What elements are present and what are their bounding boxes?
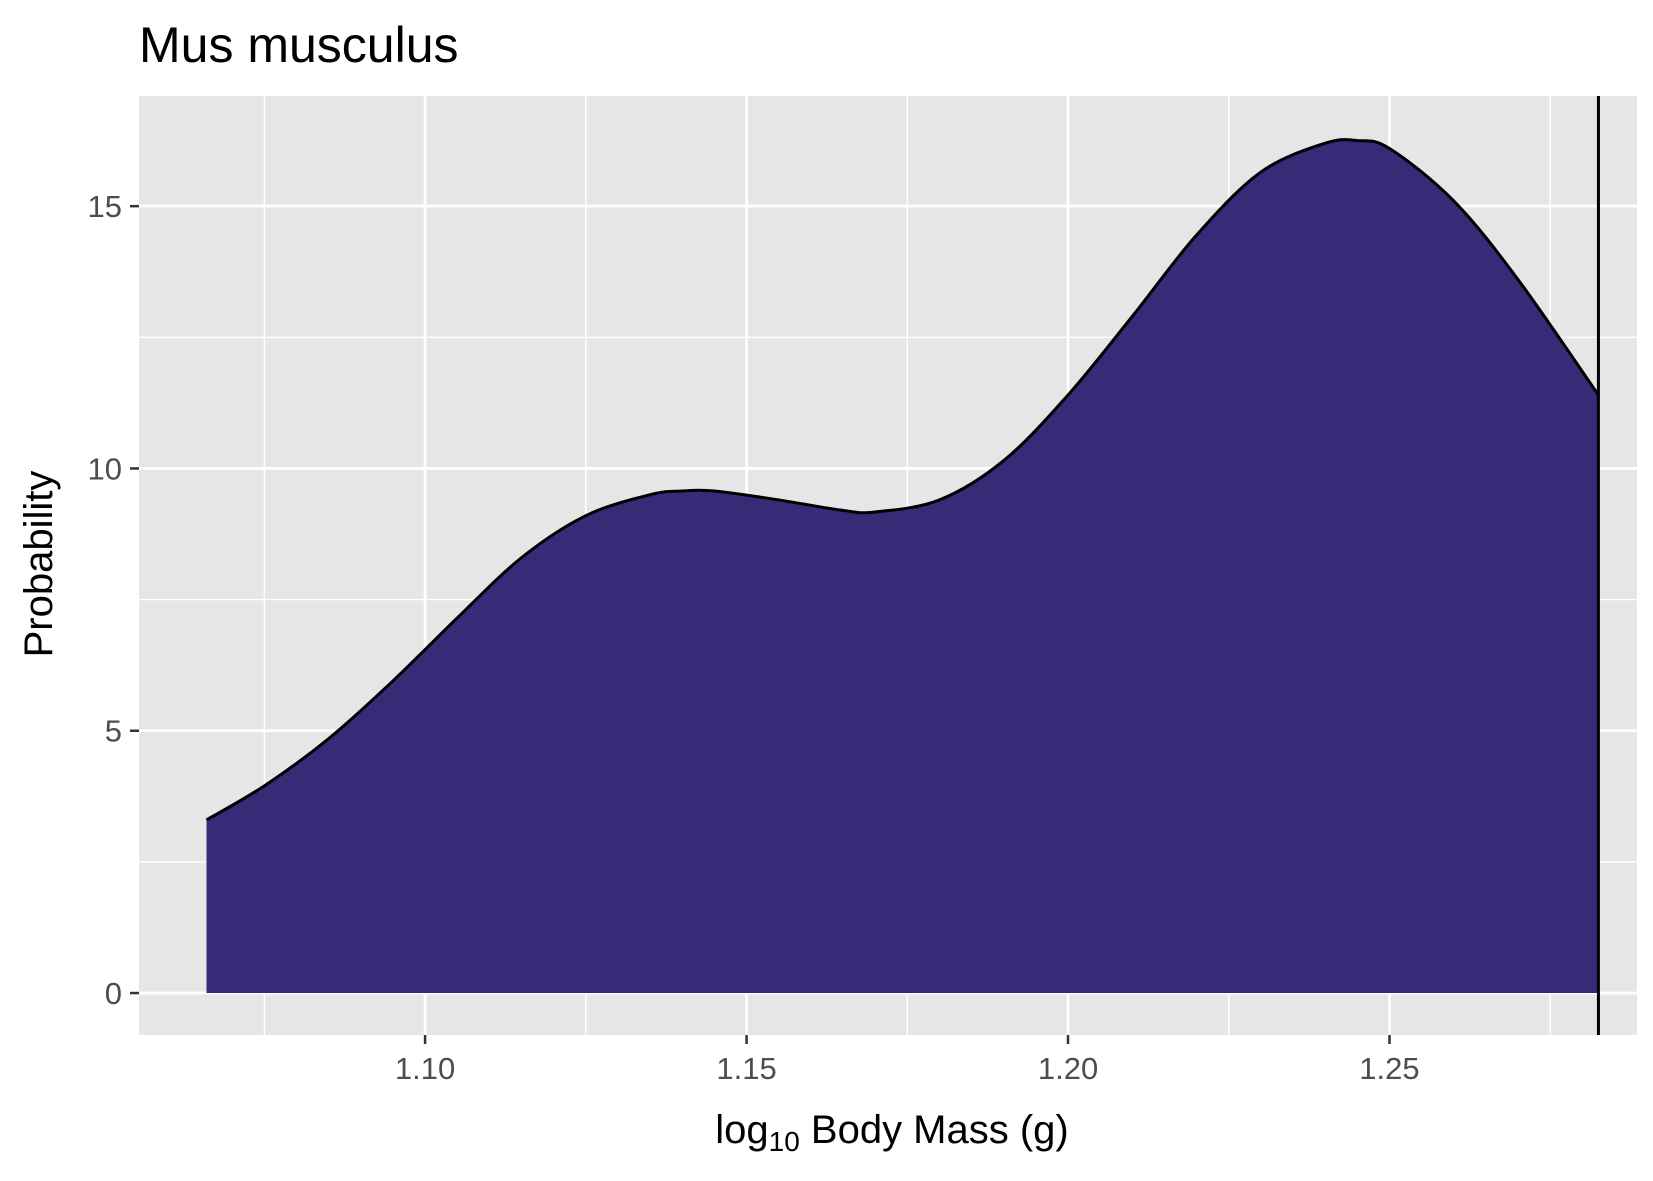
y-tick-label: 15: [88, 189, 122, 224]
x-axis-title-suffix: Body Mass (g): [800, 1108, 1069, 1152]
chart-title: Mus musculus: [139, 17, 459, 73]
density-area: [206, 139, 1599, 994]
y-axis: 0 5 10 15: [88, 189, 139, 1011]
y-tick-label: 5: [105, 714, 122, 749]
x-axis-title: log10 Body Mass (g): [715, 1108, 1069, 1157]
density-line: [205, 138, 1600, 822]
y-tick-label: 10: [88, 451, 122, 486]
x-tick-label: 1.25: [1359, 1051, 1419, 1086]
x-axis: 1.10 1.15 1.20 1.25: [395, 1035, 1420, 1086]
x-axis-title-subscript: 10: [769, 1126, 800, 1157]
x-tick-label: 1.20: [1038, 1051, 1098, 1086]
x-axis-title-prefix: log: [715, 1108, 768, 1152]
y-axis-title: Probability: [17, 471, 61, 658]
x-tick-label: 1.15: [716, 1051, 776, 1086]
y-tick-label: 0: [105, 976, 122, 1011]
x-tick-label: 1.10: [395, 1051, 455, 1086]
plot-panel: [139, 96, 1637, 1035]
